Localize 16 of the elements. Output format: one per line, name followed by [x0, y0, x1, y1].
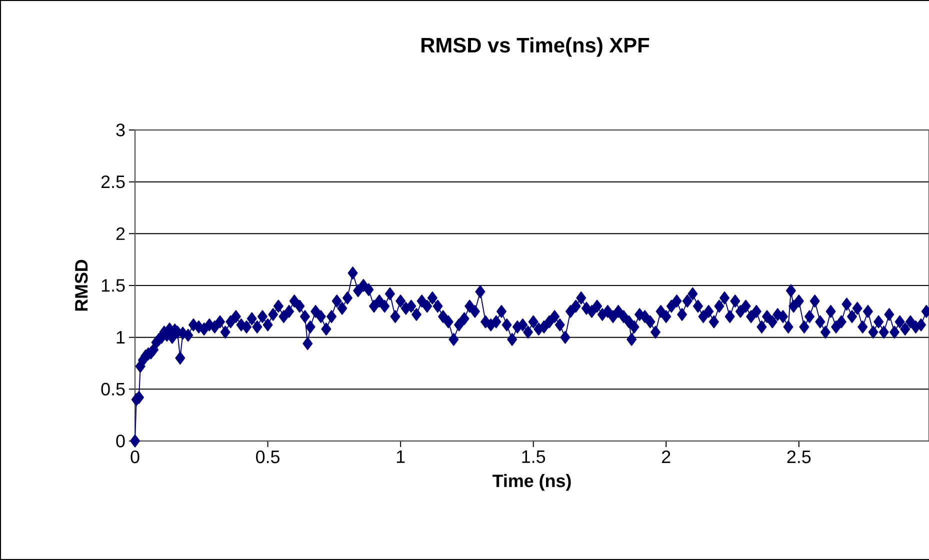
- x-tick-label: 0.5: [256, 450, 280, 464]
- y-tick-label: 2.5: [101, 175, 125, 188]
- chart-title: RMSD vs Time(ns) XPF: [422, 37, 650, 57]
- x-tick-label: 2: [662, 450, 670, 464]
- x-tick-label: 1: [396, 450, 405, 463]
- y-tick-label: 1: [116, 331, 125, 344]
- x-tick-label: 2.5: [787, 450, 811, 464]
- y-tick-label: 3: [116, 124, 125, 136]
- y-axis-title: RMSD: [75, 260, 88, 311]
- x-axis-title: Time (ns): [492, 474, 571, 491]
- y-tick-label: 2: [116, 227, 125, 240]
- y-tick-label: 0.5: [101, 382, 125, 396]
- x-tick-label: 0: [130, 450, 140, 464]
- x-tick-label: 1.5: [522, 450, 546, 464]
- y-tick-label: 1.5: [102, 279, 125, 292]
- y-tick-label: 0: [116, 434, 125, 448]
